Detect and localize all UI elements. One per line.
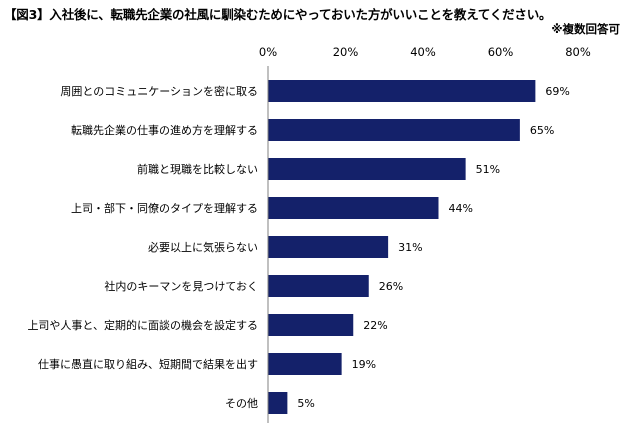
bar (268, 314, 354, 336)
x-tick-label: 40% (410, 45, 436, 59)
chart-note: ※複数回答可 (551, 22, 620, 36)
data-label: 26% (379, 280, 403, 293)
category-labels: 周囲とのコミュニケーションを密に取る転職先企業の仕事の進め方を理解する前職と現職… (27, 84, 258, 410)
data-label: 31% (398, 241, 422, 254)
category-label: 転職先企業の仕事の進め方を理解する (71, 123, 258, 137)
category-label: 周囲とのコミュニケーションを密に取る (60, 84, 258, 98)
bar (268, 353, 342, 375)
category-label: その他 (225, 397, 258, 410)
bars (268, 80, 536, 414)
data-label: 22% (363, 319, 387, 332)
x-axis-ticks: 0% 20% 40% 60% 80% (259, 45, 591, 59)
bar (268, 119, 520, 141)
bar (268, 197, 439, 219)
x-tick-label: 0% (259, 45, 277, 59)
data-label: 65% (530, 124, 554, 137)
bar (268, 236, 389, 258)
data-labels: 69% 65% 51% 44% 31% 26% 22% 19% 5% (297, 85, 569, 410)
data-label: 51% (476, 163, 500, 176)
data-label: 19% (352, 358, 376, 371)
category-label: 前職と現職を比較しない (137, 162, 258, 176)
category-label: 社内のキーマンを見つけておく (104, 279, 258, 293)
x-tick-label: 20% (333, 45, 359, 59)
data-label: 44% (449, 202, 473, 215)
data-label: 69% (545, 85, 569, 98)
category-label: 上司や人事と、定期的に面談の機会を設定する (27, 318, 258, 332)
chart-title: 【図3】入社後に、転職先企業の社風に馴染むためにやっておいた方がいいことを教えて… (4, 7, 552, 22)
x-tick-label: 60% (488, 45, 514, 59)
category-label: 仕事に愚直に取り組み、短期間で結果を出す (38, 357, 258, 371)
bar (268, 392, 288, 414)
data-label: 5% (297, 397, 314, 410)
bar (268, 80, 536, 102)
category-label: 必要以上に気張らない (148, 240, 258, 254)
x-tick-label: 80% (565, 45, 591, 59)
bar (268, 275, 369, 297)
category-label: 上司・部下・同僚のタイプを理解する (71, 201, 258, 215)
bar (268, 158, 466, 180)
